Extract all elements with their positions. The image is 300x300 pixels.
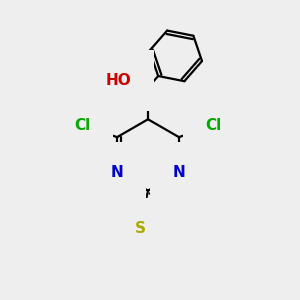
Text: N: N: [111, 165, 124, 180]
Text: N: N: [172, 165, 185, 180]
Text: S: S: [135, 221, 146, 236]
Text: Cl: Cl: [74, 118, 91, 133]
Text: HO: HO: [105, 73, 131, 88]
Text: Cl: Cl: [206, 118, 222, 133]
